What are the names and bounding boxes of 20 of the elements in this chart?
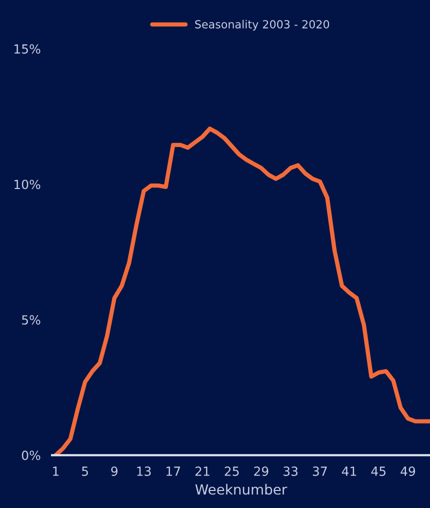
x-axis-title: Weeknumber [195,484,288,495]
y-tick-label: 15% [14,44,40,54]
line-series [54,126,430,456]
y-tick-label: 10% [14,180,40,190]
x-tick-label: 5 [82,466,88,476]
x-tick-label: 25 [224,466,239,476]
x-tick-label: 29 [254,466,268,476]
x-tick-label: 17 [166,466,180,476]
y-tick-label: 0% [22,450,40,460]
legend-label: Seasonality 2003 - 2020 [195,20,330,31]
x-tick-label: 41 [342,466,356,476]
x-tick-label: 13 [137,466,151,476]
x-tick-label: 21 [195,466,210,476]
x-tick-label: 37 [312,466,327,476]
x-tick-label: 33 [284,466,298,476]
y-tick-label: 5% [22,315,40,325]
x-tick-label: 9 [111,466,118,476]
x-tick-label: 1 [53,466,59,476]
x-tick-label: 45 [371,466,386,476]
x-tick-label: 49 [400,466,416,476]
